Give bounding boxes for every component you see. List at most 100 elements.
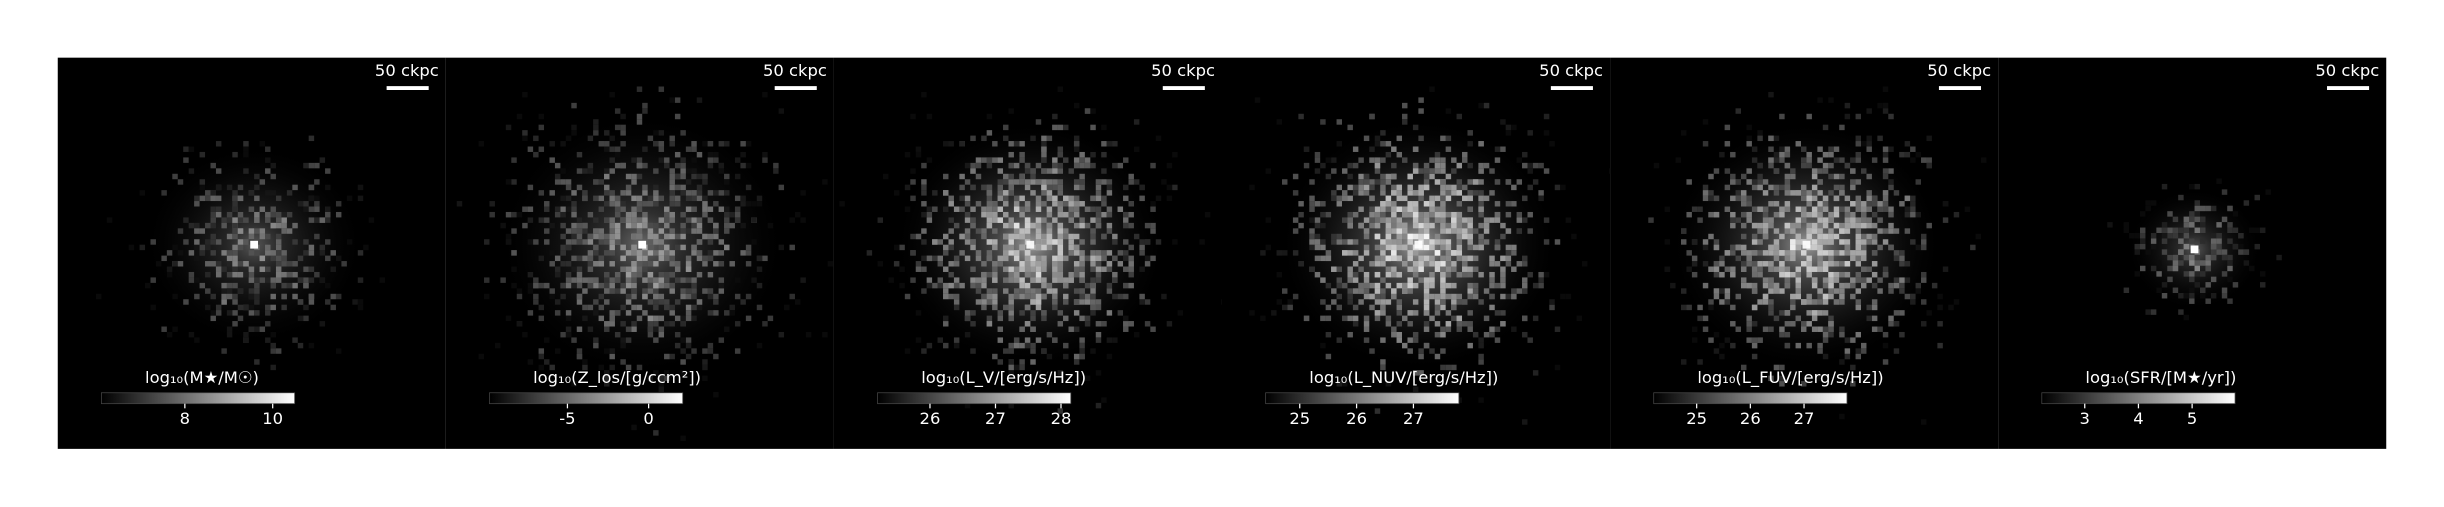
pixel xyxy=(1402,233,1408,240)
pixel xyxy=(1358,206,1364,212)
pixel xyxy=(1456,228,1463,234)
pixel xyxy=(1467,141,1473,147)
pixel xyxy=(1041,190,1047,196)
pixel xyxy=(1931,282,1938,289)
pixel xyxy=(2189,276,2195,283)
pixel xyxy=(1801,261,1807,267)
pixel xyxy=(1434,293,1441,300)
pixel xyxy=(292,293,298,300)
pixel xyxy=(1429,255,1435,262)
pixel xyxy=(1893,190,1900,196)
pixel xyxy=(751,217,757,223)
pixel xyxy=(751,201,757,207)
pixel xyxy=(669,288,675,294)
pixel xyxy=(1106,261,1113,267)
pixel xyxy=(1822,310,1829,316)
pixel xyxy=(1046,135,1053,142)
pixel xyxy=(1839,413,1845,420)
pixel xyxy=(1101,141,1107,147)
pixel xyxy=(511,282,517,289)
pixel xyxy=(2156,260,2162,266)
pixel xyxy=(1757,228,1763,234)
pixel xyxy=(2199,287,2206,294)
pixel xyxy=(1363,337,1370,343)
pixel xyxy=(1063,157,1069,163)
pixel xyxy=(281,211,287,218)
pixel xyxy=(232,255,238,262)
pixel xyxy=(1899,250,1905,256)
pixel xyxy=(286,271,293,278)
pixel xyxy=(609,348,615,354)
pixel xyxy=(1396,217,1403,223)
pixel xyxy=(1041,179,1047,185)
pixel xyxy=(544,201,550,207)
pixel xyxy=(653,141,659,147)
pixel xyxy=(1380,255,1386,262)
pixel xyxy=(166,331,173,338)
pixel xyxy=(724,211,730,218)
pixel xyxy=(1505,293,1512,300)
pixel xyxy=(1139,299,1145,305)
pixel xyxy=(751,239,757,245)
pixel xyxy=(1112,271,1118,278)
pixel xyxy=(1784,266,1791,272)
pixel xyxy=(734,173,741,180)
pixel xyxy=(1522,261,1528,267)
pixel xyxy=(2156,287,2162,294)
pixel xyxy=(199,184,206,191)
pixel xyxy=(1691,239,1698,245)
pixel xyxy=(1855,228,1862,234)
pixel xyxy=(631,195,637,202)
pixel xyxy=(1828,146,1834,152)
pixel xyxy=(992,217,998,223)
pixel xyxy=(1052,168,1058,174)
pixel xyxy=(674,299,681,305)
pixel xyxy=(1839,271,1845,278)
pixel xyxy=(1391,190,1397,196)
pixel xyxy=(1374,255,1381,262)
pixel xyxy=(1035,293,1042,300)
pixel xyxy=(756,266,763,272)
pixel xyxy=(2156,227,2162,234)
pixel xyxy=(1850,277,1856,283)
pixel xyxy=(1866,233,1872,240)
pixel xyxy=(1855,151,1862,158)
pixel xyxy=(2156,271,2162,277)
pixel xyxy=(1418,195,1424,202)
pixel xyxy=(696,228,703,234)
pixel xyxy=(970,239,976,245)
pixel xyxy=(2161,238,2168,244)
pixel xyxy=(1741,233,1747,240)
pixel xyxy=(702,288,708,294)
pixel xyxy=(921,184,927,191)
pixel xyxy=(226,271,233,278)
pixel xyxy=(292,271,298,278)
pixel xyxy=(1806,157,1812,163)
pixel xyxy=(1877,244,1883,251)
pixel xyxy=(636,266,643,272)
pixel xyxy=(1795,190,1802,196)
pixel xyxy=(658,315,665,322)
pixel xyxy=(1314,157,1321,163)
pixel xyxy=(1063,315,1069,322)
pixel xyxy=(1822,261,1829,267)
pixel xyxy=(1708,304,1714,311)
pixel xyxy=(1741,277,1747,283)
pixel xyxy=(308,277,315,283)
pixel xyxy=(593,233,599,240)
pixel xyxy=(1779,288,1785,294)
pixel xyxy=(1478,168,1484,174)
pixel xyxy=(702,179,708,185)
pixel xyxy=(275,244,282,251)
pixel xyxy=(1828,151,1834,158)
pixel xyxy=(1008,310,1014,316)
pixel xyxy=(1402,119,1408,125)
pixel xyxy=(1467,179,1473,185)
pixel xyxy=(1046,244,1053,251)
pixel xyxy=(565,261,572,267)
pixel xyxy=(1374,408,1381,414)
pixel xyxy=(1456,211,1463,218)
pixel xyxy=(1079,277,1085,283)
pixel xyxy=(647,250,654,256)
pixel xyxy=(319,321,326,327)
